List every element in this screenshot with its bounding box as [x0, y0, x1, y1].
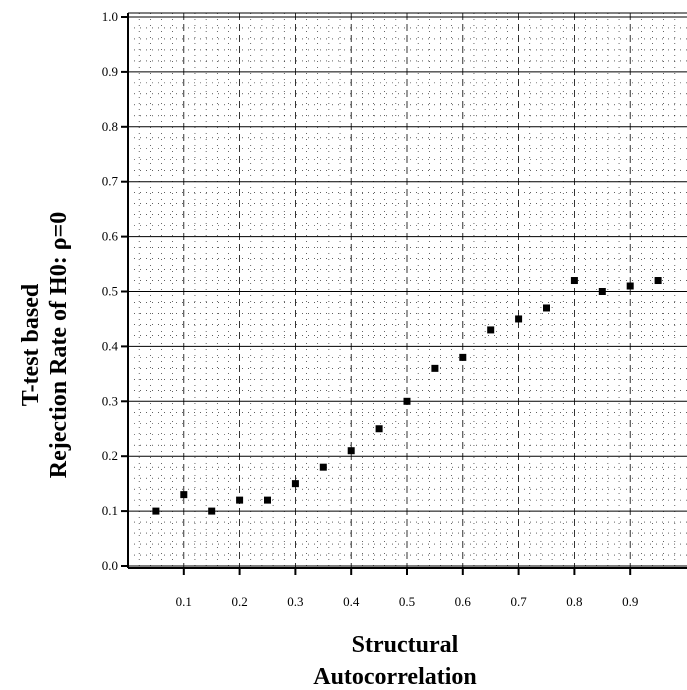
y-tick-label: 0.9 [102, 64, 118, 79]
y-axis-title-2: Rejection Rate of H0: ρ=0 [46, 212, 72, 478]
data-point [626, 282, 634, 290]
x-tick-label: 0.6 [455, 594, 472, 609]
data-points [152, 277, 662, 515]
data-point [459, 353, 467, 361]
y-tick-label: 1.0 [102, 9, 118, 24]
data-point [598, 288, 606, 295]
x-axis-title-line1: Structural [352, 632, 459, 658]
data-point [375, 425, 383, 433]
data-point [487, 326, 495, 334]
y-axis-title: T-test based [18, 283, 44, 406]
x-tick-label: 0.1 [176, 594, 192, 609]
y-tick-label: 0.7 [102, 174, 119, 189]
data-point [347, 447, 355, 455]
x-tick-label: 0.4 [343, 594, 360, 609]
y-tick-label: 0.4 [102, 338, 119, 353]
x-tick-label: 0.8 [566, 594, 582, 609]
data-point [570, 277, 578, 285]
y-tick-labels: 0.0 0.1 0.2 0.3 0.4 0.5 0.6 0.7 0.8 0.9 1.0 [102, 9, 119, 573]
data-point [543, 304, 550, 312]
data-point [291, 480, 299, 488]
data-point [319, 463, 327, 471]
y-tick-label: 0.5 [102, 284, 118, 299]
y-tick-label: 0.3 [102, 393, 118, 408]
data-point [403, 397, 411, 405]
data-point [208, 507, 216, 515]
x-tick-label: 0.7 [510, 594, 527, 609]
x-tick-label: 0.2 [231, 594, 247, 609]
major-grid [128, 13, 687, 568]
y-axis-title-line1: T-test based [18, 283, 44, 406]
x-tick-labels: 0.1 0.2 0.3 0.4 0.5 0.6 0.7 0.8 0.9 [176, 594, 639, 609]
y-tick-label: 0.8 [102, 119, 118, 134]
y-tick-label: 0.0 [102, 558, 118, 573]
minor-grid [128, 13, 687, 568]
x-tick-label: 0.9 [622, 594, 638, 609]
data-point [515, 315, 523, 323]
y-tick-label: 0.6 [102, 229, 119, 244]
data-point [152, 507, 160, 515]
y-tick-label: 0.2 [102, 448, 118, 463]
data-point [236, 496, 244, 504]
data-point [180, 491, 188, 499]
x-tick-label: 0.3 [287, 594, 303, 609]
x-axis-title-line2: Autocorrelation [313, 664, 477, 690]
x-tick-label: 0.5 [399, 594, 415, 609]
data-point [264, 496, 271, 504]
data-point [431, 364, 439, 372]
axes [121, 12, 687, 575]
data-point [654, 277, 662, 285]
y-axis-title-line2: Rejection Rate of H0: ρ=0 [46, 212, 72, 478]
y-tick-label: 0.1 [102, 503, 118, 518]
